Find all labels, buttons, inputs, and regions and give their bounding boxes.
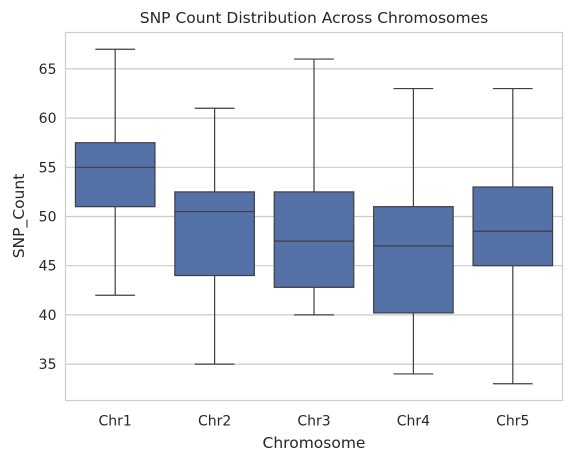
iqr-box-chr5 (472, 186, 554, 267)
x-tick-chr3: Chr3 (297, 414, 330, 430)
chart-title: SNP Count Distribution Across Chromosome… (140, 9, 488, 27)
box-chr4 (373, 87, 454, 375)
x-axis-label: Chromosome (263, 434, 366, 452)
y-tick-60: 60 (39, 111, 57, 127)
x-tick-chr5: Chr5 (496, 414, 529, 430)
y-tick-50: 50 (39, 210, 57, 226)
iqr-box-chr1 (74, 142, 156, 208)
y-tick-45: 45 (39, 259, 57, 275)
y-axis-label: SNP_Count (10, 174, 29, 259)
x-tick-chr4: Chr4 (397, 414, 430, 430)
x-tick-chr2: Chr2 (198, 414, 231, 430)
iqr-box-chr2 (174, 191, 255, 277)
y-tick-40: 40 (39, 308, 57, 324)
box-chr1 (74, 48, 156, 296)
box-chr3 (273, 58, 355, 316)
y-tick-55: 55 (39, 160, 57, 176)
y-tick-labels: 35 40 45 50 55 60 65 (39, 62, 57, 373)
y-tick-35: 35 (39, 357, 57, 373)
x-tick-chr1: Chr1 (99, 414, 132, 430)
box-chr5 (472, 87, 554, 385)
x-tick-labels: Chr1 Chr2 Chr3 Chr4 Chr5 (99, 414, 530, 430)
iqr-box-chr4 (373, 206, 454, 314)
box-chr2 (174, 107, 255, 365)
plot-frame (64, 31, 564, 402)
iqr-box-chr3 (273, 191, 355, 288)
boxes (74, 48, 554, 385)
y-tick-65: 65 (39, 62, 57, 78)
